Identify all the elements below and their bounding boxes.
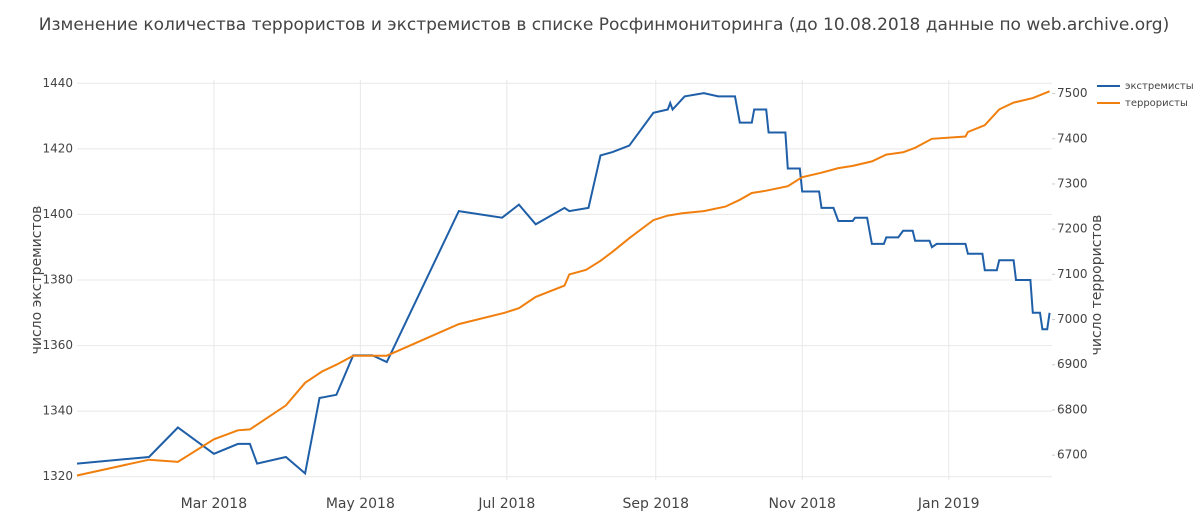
y2-axis-label: число террористов: [1089, 215, 1105, 356]
x-tick-label: Jan 2019: [917, 496, 980, 512]
y-tick-label: 1320: [42, 469, 73, 483]
x-tick-label: Jul 2018: [477, 496, 535, 512]
series-line: [76, 92, 1051, 476]
x-tick-label: May 2018: [326, 496, 395, 512]
x-tick-label: Mar 2018: [181, 496, 248, 512]
y-tick-label: 1400: [42, 207, 73, 221]
y-tick-label: 1340: [42, 404, 73, 418]
y-tick-label: 1440: [42, 76, 73, 90]
y2-tick-label: 6800: [1057, 402, 1088, 416]
y-tick-label: 1420: [42, 141, 73, 155]
legend-label: террористы: [1125, 98, 1188, 109]
y2-tick-label: 6900: [1057, 357, 1088, 371]
y-tick-label: 1380: [42, 273, 73, 287]
y2-tick-label: 7400: [1057, 131, 1088, 145]
y2-tick-label: 7100: [1057, 267, 1088, 281]
x-tick-label: Sep 2018: [623, 496, 689, 512]
series-line: [76, 90, 1050, 477]
y2-tick-label: 7300: [1057, 176, 1088, 190]
y2-tick-label: 7200: [1057, 222, 1088, 236]
y2-tick-label: 7000: [1057, 312, 1088, 326]
x-tick-label: Nov 2018: [769, 496, 836, 512]
y-tick-label: 1360: [42, 338, 73, 352]
y-axis-label: число экстремистов: [29, 206, 45, 355]
y2-tick-label: 6700: [1057, 448, 1088, 462]
legend-label: экстремисты: [1125, 81, 1194, 92]
chart-title: Изменение количества террористов и экстр…: [39, 15, 1169, 35]
y2-tick-label: 7500: [1057, 86, 1088, 100]
